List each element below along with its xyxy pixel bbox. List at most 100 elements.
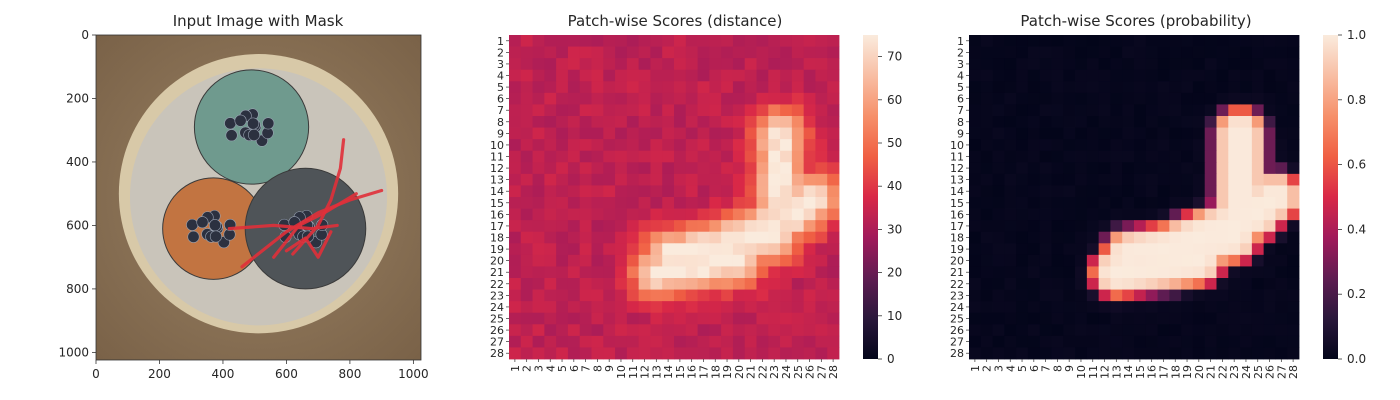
- x-tick-label: 19: [1181, 365, 1194, 379]
- heatmap-cell: [685, 104, 698, 117]
- y-tick-label: 23: [490, 289, 504, 302]
- heatmap-cell: [980, 116, 993, 128]
- heatmap-cell: [780, 278, 793, 290]
- heatmap-cell: [1240, 197, 1253, 209]
- heatmap-cell: [815, 231, 828, 244]
- heatmap-cell: [615, 289, 628, 302]
- heatmap-cell: [697, 220, 710, 233]
- heatmap-cell: [1192, 104, 1206, 117]
- heatmap-cell: [969, 266, 982, 279]
- heatmap-cell: [744, 220, 757, 233]
- heatmap-cell: [626, 220, 640, 233]
- heatmap-cell: [662, 173, 675, 186]
- heatmap-cell: [1275, 46, 1288, 59]
- heatmap-cell: [709, 46, 722, 59]
- heatmap-cell: [1228, 197, 1241, 209]
- heatmap-cell: [1228, 92, 1241, 105]
- heatmap-cell: [509, 220, 522, 233]
- heatmap-cell: [1075, 289, 1088, 302]
- heatmap-cell: [1039, 266, 1052, 279]
- heatmap-cell: [615, 127, 628, 140]
- heatmap-cell: [744, 35, 757, 47]
- heatmap-cell: [1051, 173, 1064, 186]
- heatmap-cell: [532, 92, 545, 105]
- heatmap-cell: [827, 289, 840, 302]
- heatmap-cell: [520, 69, 533, 82]
- heatmap-cell: [732, 81, 746, 94]
- heatmap-cell: [780, 312, 793, 325]
- heatmap-cell: [544, 92, 557, 105]
- heatmap-cell: [1263, 335, 1276, 348]
- heatmap-cell: [1216, 150, 1229, 163]
- heatmap-cell: [591, 69, 604, 82]
- wire-strand: [262, 117, 275, 130]
- y-tick-label: 13: [950, 174, 964, 187]
- heatmap-cell: [1063, 58, 1076, 71]
- heatmap-cell: [650, 92, 663, 105]
- heatmap-cell: [1122, 173, 1135, 186]
- heatmap-cell: [1063, 185, 1076, 198]
- x-tick-label: 11: [627, 365, 640, 379]
- heatmap-cell: [567, 254, 581, 267]
- heatmap-cell: [697, 104, 710, 117]
- heatmap-cell: [1110, 220, 1123, 233]
- x-tick-label: 200: [148, 367, 171, 381]
- heatmap-cell: [1063, 35, 1076, 47]
- heatmap-cell: [509, 185, 522, 198]
- heatmap-cell: [1134, 254, 1147, 267]
- x-tick-label: 14: [1122, 365, 1135, 379]
- heatmap-cell: [1251, 301, 1265, 314]
- heatmap-cell: [685, 278, 698, 290]
- heatmap-cell: [1240, 324, 1253, 337]
- heatmap-cell: [532, 243, 545, 256]
- heatmap-cell: [697, 266, 710, 279]
- heatmap-cell: [1204, 35, 1217, 47]
- heatmap-cell: [1287, 301, 1300, 314]
- heatmap-cell: [1027, 35, 1041, 47]
- heatmap-cell: [1145, 254, 1158, 267]
- heatmap-cell: [1122, 347, 1135, 360]
- heatmap-cell: [626, 243, 640, 256]
- heatmap-cell: [532, 162, 545, 175]
- heatmap-cell: [1039, 289, 1052, 302]
- heatmap-cell: [768, 127, 781, 140]
- heatmap-cell: [662, 81, 675, 94]
- heatmap-cell: [591, 58, 604, 71]
- y-tick-label: 21: [490, 266, 504, 279]
- heatmap-cell: [1004, 127, 1017, 140]
- heatmap-cell: [556, 220, 569, 233]
- heatmap-cell: [1122, 208, 1135, 221]
- heatmap-cell: [780, 139, 793, 152]
- heatmap-cell: [1157, 162, 1170, 175]
- heatmap-cell: [1004, 231, 1017, 244]
- heatmap-cell: [520, 324, 533, 337]
- heatmap-cell: [1016, 81, 1029, 94]
- distance-x-ticks: 1234567891011121314151617181920212223242…: [509, 359, 840, 379]
- heatmap-cell: [780, 46, 793, 59]
- heatmap-cell: [544, 266, 557, 279]
- heatmap-cell: [827, 150, 840, 163]
- heatmap-cell: [1157, 173, 1170, 186]
- heatmap-cell: [969, 46, 982, 59]
- heatmap-cell: [532, 104, 545, 117]
- heatmap-cell: [1204, 69, 1217, 82]
- heatmap-cell: [544, 312, 557, 325]
- heatmap-cell: [544, 254, 557, 267]
- heatmap-cell: [615, 220, 628, 233]
- heatmap-cell: [1263, 208, 1276, 221]
- heatmap-cell: [780, 92, 793, 105]
- heatmap-cell: [1240, 312, 1253, 325]
- heatmap-cell: [1157, 243, 1170, 256]
- heatmap-cell: [591, 254, 604, 267]
- y-tick-label: 3: [497, 58, 504, 71]
- heatmap-cell: [732, 197, 746, 209]
- heatmap-cell: [1204, 139, 1217, 152]
- heatmap-cell: [1228, 324, 1241, 337]
- x-tick-label: 24: [1240, 365, 1253, 379]
- heatmap-cell: [685, 289, 698, 302]
- heatmap-cell: [556, 127, 569, 140]
- heatmap-cell: [674, 162, 687, 175]
- heatmap-cell: [1287, 278, 1300, 290]
- heatmap-cell: [1004, 35, 1017, 47]
- heatmap-cell: [509, 116, 522, 128]
